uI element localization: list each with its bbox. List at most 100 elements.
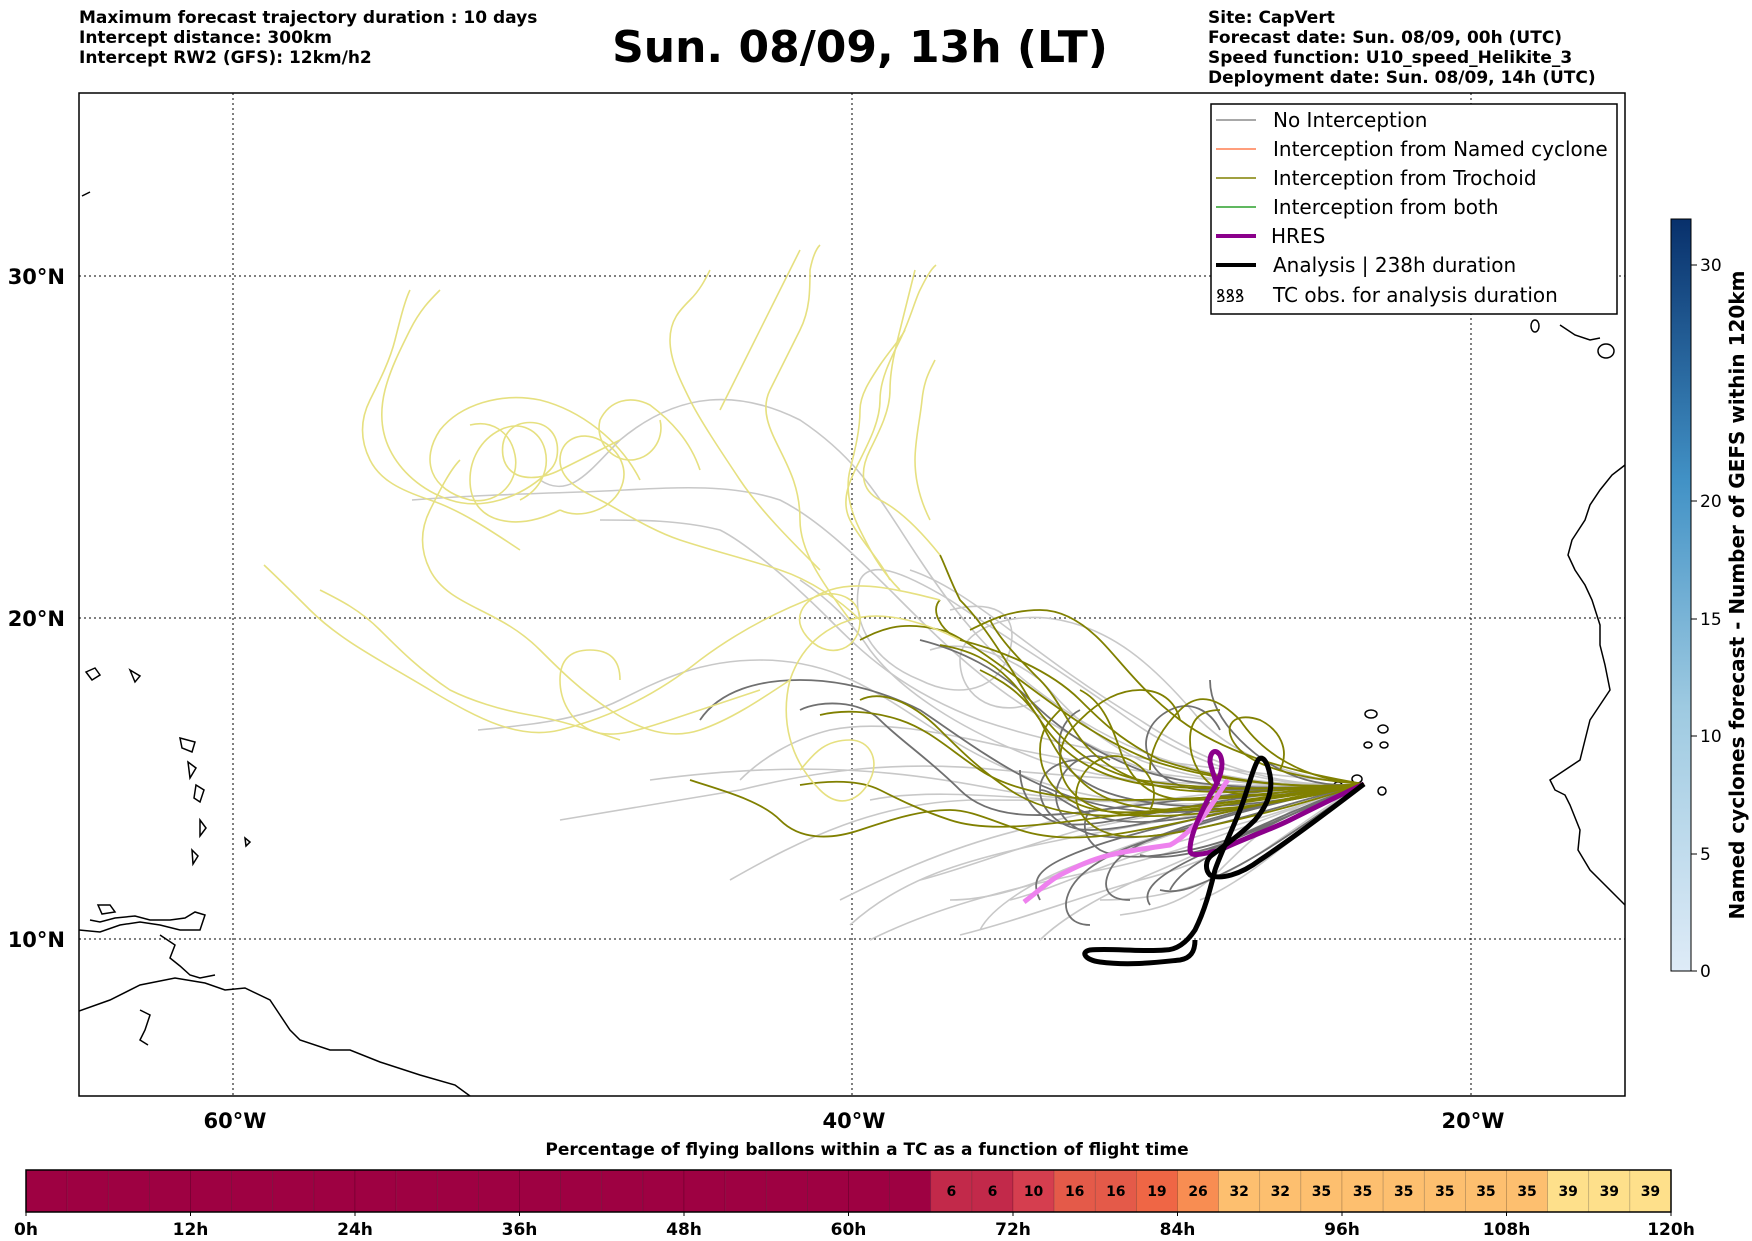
caribbean-island xyxy=(84,667,102,682)
colorbar-ticks xyxy=(1691,264,1697,972)
strip-cell xyxy=(724,1169,767,1213)
max-duration-text: Maximum forecast trajectory duration : 1… xyxy=(79,8,538,28)
cbar-tick-5: 5 xyxy=(1700,845,1711,865)
intercept-rw2-text: Intercept RW2 (GFS): 12km/h2 xyxy=(79,48,372,68)
page-title: Sun. 08/09, 13h (LT) xyxy=(612,22,1108,73)
strip-tick-label: 48h xyxy=(666,1220,702,1240)
strip-cell xyxy=(107,1169,150,1213)
strip-cell xyxy=(354,1169,397,1213)
strip-cell xyxy=(149,1169,191,1213)
colorbar-tick-labels: 0 5 10 15 20 30 xyxy=(1700,256,1722,982)
cyclone-colorbar: 0 5 10 15 20 30 Named cyclones forecast … xyxy=(1670,218,1749,982)
strip-cell xyxy=(1588,1169,1631,1213)
colorbar-gradient xyxy=(1670,218,1692,972)
cape-verde-island-6 xyxy=(1363,741,1373,749)
south-america-coast xyxy=(79,977,471,1096)
strip-cell xyxy=(560,1169,603,1213)
strip-cell-label: 39 xyxy=(1641,1184,1660,1200)
coastal-detail xyxy=(139,1009,151,1046)
legend-label-tc-obs: TC obs. for analysis duration xyxy=(1272,283,1558,307)
strip-cell xyxy=(1382,1169,1425,1213)
trochoid-dark-tracks xyxy=(689,554,1365,839)
graticule xyxy=(79,93,1625,1096)
cape-verde-island-7 xyxy=(1379,741,1389,749)
strip-cell xyxy=(436,1169,479,1213)
strip-cell-label: 32 xyxy=(1229,1184,1248,1200)
caribbean-island-6 xyxy=(199,817,207,839)
strip-cell xyxy=(930,1169,973,1213)
forecast-date-text: Forecast date: Sun. 08/09, 00h (UTC) xyxy=(1208,28,1563,48)
bermuda xyxy=(81,191,91,197)
strip-cell-label: 16 xyxy=(1065,1184,1084,1200)
venezuela-coast xyxy=(79,911,206,933)
strip-cell xyxy=(1547,1169,1590,1213)
lon-label-20w: 20°W xyxy=(1442,1109,1505,1133)
africa-coast xyxy=(1549,464,1625,906)
legend-label-named-cyclone: Interception from Named cyclone xyxy=(1273,137,1608,161)
legend-label-hres: HRES xyxy=(1271,224,1325,248)
strip-cell xyxy=(1012,1169,1055,1213)
strip-cell-label: 35 xyxy=(1353,1184,1372,1200)
caribbean-island-5 xyxy=(193,783,205,804)
caribbean-island-7 xyxy=(191,848,199,867)
strip-cell xyxy=(272,1169,315,1213)
cape-verde-island xyxy=(1364,709,1378,719)
strip-tick-label: 72h xyxy=(995,1220,1031,1240)
lat-label-30n: 30°N xyxy=(8,265,65,289)
strip-cell xyxy=(1136,1169,1178,1213)
caribbean-island-8 xyxy=(96,904,117,915)
hres-light-track xyxy=(1022,778,1230,904)
strip-cell-label: 35 xyxy=(1312,1184,1331,1200)
coastlines xyxy=(79,191,1625,1096)
flight-time-strip: 6 6 10 16 16 19 26 32 32 35 35 35 35 35 35 39 39 39 xyxy=(25,1169,1672,1213)
cbar-tick-20: 20 xyxy=(1700,492,1722,512)
strip-cell xyxy=(313,1169,356,1213)
strip-cell-label: 35 xyxy=(1476,1184,1495,1200)
strip-cell xyxy=(683,1169,726,1213)
strip-cell-label: 39 xyxy=(1558,1184,1577,1200)
strip-cell xyxy=(66,1169,109,1213)
strip-cell xyxy=(807,1169,849,1213)
strip-cell xyxy=(1629,1169,1672,1213)
canary-islands xyxy=(1559,324,1601,341)
strip-cell xyxy=(1300,1169,1343,1213)
cape-verde-island-4 xyxy=(1377,786,1387,796)
caribbean-island-3 xyxy=(179,736,196,754)
lat-label-10n: 10°N xyxy=(8,928,65,952)
strip-tick-label: 108h xyxy=(1483,1220,1531,1240)
strip-cell-label: 35 xyxy=(1517,1184,1536,1200)
strip-cell xyxy=(190,1169,232,1213)
legend-label-trochoid: Interception from Trochoid xyxy=(1273,166,1537,190)
strip-cell xyxy=(765,1169,808,1213)
legend-label-both: Interception from both xyxy=(1273,195,1499,219)
strip-cell xyxy=(1506,1169,1548,1213)
trochoid-light-tracks xyxy=(263,244,961,802)
map-axis-labels: 60°W 40°W 20°W 30°N 20°N 10°N xyxy=(8,265,1505,1133)
strip-tick-label: 60h xyxy=(831,1220,867,1240)
strip-cell xyxy=(1423,1169,1466,1213)
strip-cell xyxy=(25,1169,68,1213)
legend-box xyxy=(1210,103,1618,315)
strip-cell-label: 35 xyxy=(1435,1184,1454,1200)
strip-cell-label: 39 xyxy=(1600,1184,1619,1200)
canary-island-2 xyxy=(1530,319,1540,333)
cbar-tick-10: 10 xyxy=(1700,727,1722,747)
strip-tick-label: 0h xyxy=(14,1220,38,1240)
header-info-left: Maximum forecast trajectory duration : 1… xyxy=(79,8,537,68)
analysis-track xyxy=(1082,755,1366,967)
strip-cell-label: 26 xyxy=(1188,1184,1207,1200)
strip-cell-label: 6 xyxy=(946,1184,956,1200)
caribbean-island-4 xyxy=(187,760,197,781)
intercept-distance-text: Intercept distance: 300km xyxy=(79,28,332,48)
caribbean-island-2 xyxy=(128,668,142,684)
strip-cell xyxy=(889,1169,932,1213)
cbar-tick-0: 0 xyxy=(1700,962,1711,982)
site-text: Site: CapVert xyxy=(1208,8,1335,28)
strip-cell xyxy=(1218,1169,1261,1213)
canary-island xyxy=(1597,343,1615,359)
strip-cell-label: 32 xyxy=(1271,1184,1290,1200)
hres-track xyxy=(1187,749,1366,857)
strip-cell xyxy=(478,1169,520,1213)
legend-label-analysis: Analysis | 238h duration xyxy=(1273,253,1516,277)
